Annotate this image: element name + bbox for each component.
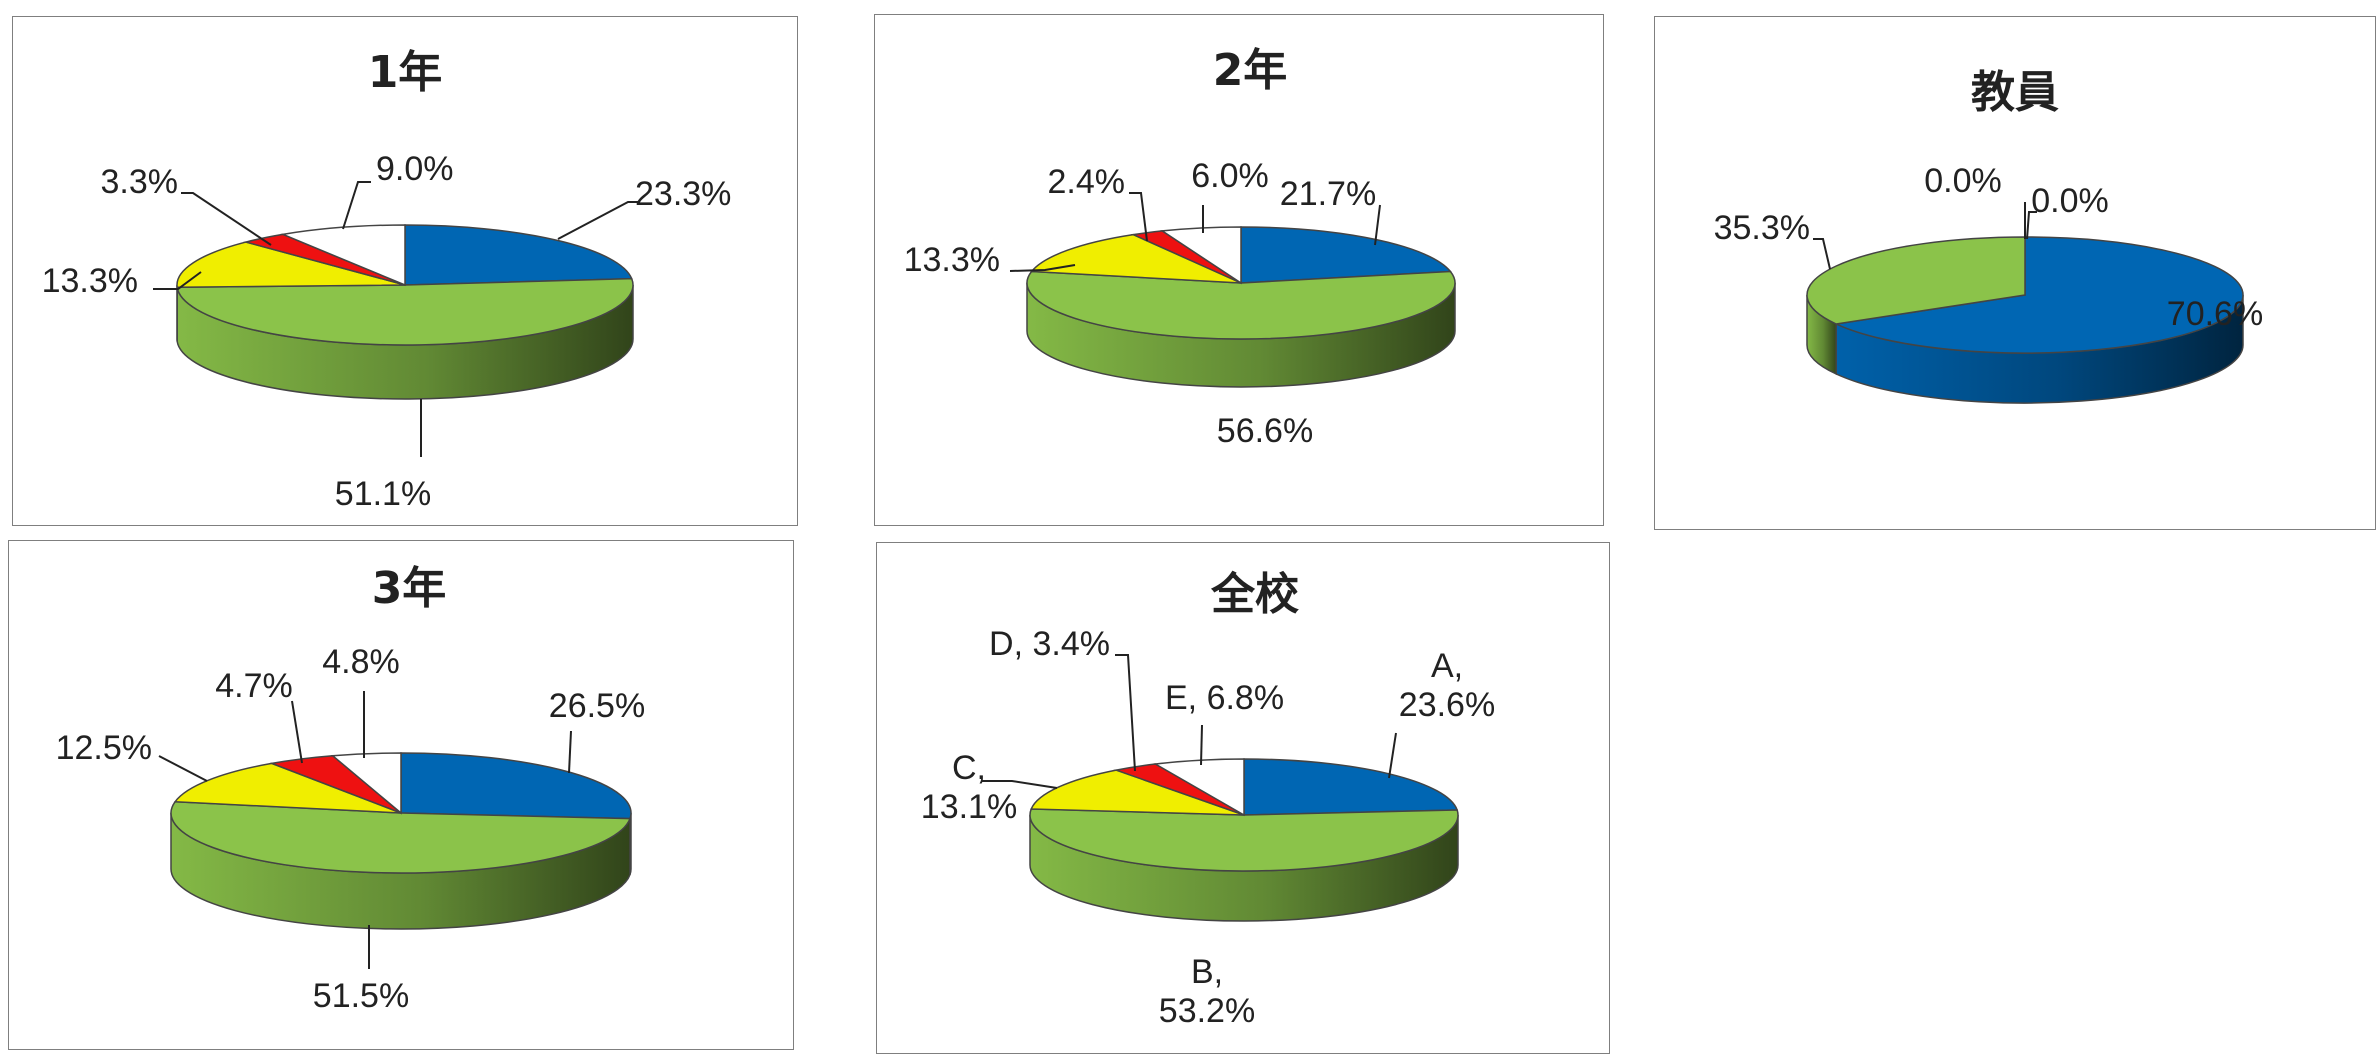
data-label-D: D, 3.4%: [989, 625, 1110, 663]
leader-line-A: [569, 731, 571, 773]
pie-chart-whole-school: 全校 A,23.6% E, 6.8% D, 3.4% C,13.1% B,53.…: [877, 543, 1611, 1055]
data-label-E: 0.0%: [2031, 182, 2109, 220]
pie-chart-teachers: 教員 0.0% 0.0% 35.3% 70.6%: [1655, 17, 2376, 531]
data-label-B: 51.1%: [335, 475, 431, 513]
chart-panel-whole-school: 全校 A,23.6% E, 6.8% D, 3.4% C,13.1% B,53.…: [876, 542, 1610, 1054]
chart-title: 2年: [1213, 45, 1288, 96]
data-label-A: 23.3%: [635, 175, 731, 213]
chart-panel-year2: 2年 21.7% 6.0% 2.4% 13.3% 56.6%: [874, 14, 1604, 526]
data-label-D: 3.3%: [101, 163, 179, 201]
leader-line-A: [558, 202, 638, 239]
data-label-E: 4.8%: [322, 643, 400, 681]
data-label-C: 13.3%: [42, 262, 138, 300]
leader-line-D: [1115, 655, 1135, 771]
leader-line-D: [181, 193, 271, 245]
chart-title: 教員: [1971, 67, 2059, 118]
data-label-C: C,13.1%: [921, 749, 1017, 826]
leader-line-E: [343, 182, 371, 229]
data-label-B: 51.5%: [313, 977, 409, 1015]
data-label-D: 4.7%: [215, 667, 293, 705]
data-label-A: 21.7%: [1280, 175, 1376, 213]
pie-chart-year2: 2年 21.7% 6.0% 2.4% 13.3% 56.6%: [875, 15, 1605, 527]
leader-line-C: [982, 781, 1057, 788]
pie-chart-year3: 3年 26.5% 4.8% 4.7% 12.5% 51.5%: [9, 541, 795, 1051]
data-label-E: 6.0%: [1191, 157, 1269, 195]
data-label-E: E, 6.8%: [1165, 679, 1284, 717]
data-label-A: A,23.6%: [1399, 647, 1495, 724]
pie-slice-A: [405, 225, 632, 285]
leader-line-C: [159, 756, 207, 781]
pie-slice-A: [401, 753, 631, 819]
data-label-A: 26.5%: [549, 687, 645, 725]
leader-line-A: [1389, 733, 1396, 778]
data-label-C: 13.3%: [904, 241, 1000, 279]
chart-panel-teachers: 教員 0.0% 0.0% 35.3% 70.6%: [1654, 16, 2376, 530]
data-label-B: 35.3%: [1714, 209, 1810, 247]
chart-panel-year1: 1年 23.3% 9.0% 3.3% 13.3% 51.1%: [12, 16, 798, 526]
data-label-B: 56.6%: [1217, 412, 1313, 450]
data-label-D: 0.0%: [1924, 162, 2002, 200]
chart-title: 1年: [368, 47, 443, 98]
data-label-E: 9.0%: [376, 150, 454, 188]
data-label-C: 12.5%: [56, 729, 152, 767]
data-label-D: 2.4%: [1048, 163, 1126, 201]
leader-line-B: [1813, 239, 1830, 269]
leader-line-D: [292, 701, 302, 763]
data-label-B: B,53.2%: [1159, 953, 1255, 1030]
chart-panel-year3: 3年 26.5% 4.8% 4.7% 12.5% 51.5%: [8, 540, 794, 1050]
leader-line-E: [1201, 725, 1202, 765]
chart-title: 3年: [372, 563, 447, 614]
pie-chart-year1: 1年 23.3% 9.0% 3.3% 13.3% 51.1%: [13, 17, 799, 527]
pie-slice-A: [1244, 759, 1457, 815]
data-label-A: 70.6%: [2167, 295, 2263, 333]
chart-title: 全校: [1210, 569, 1299, 620]
